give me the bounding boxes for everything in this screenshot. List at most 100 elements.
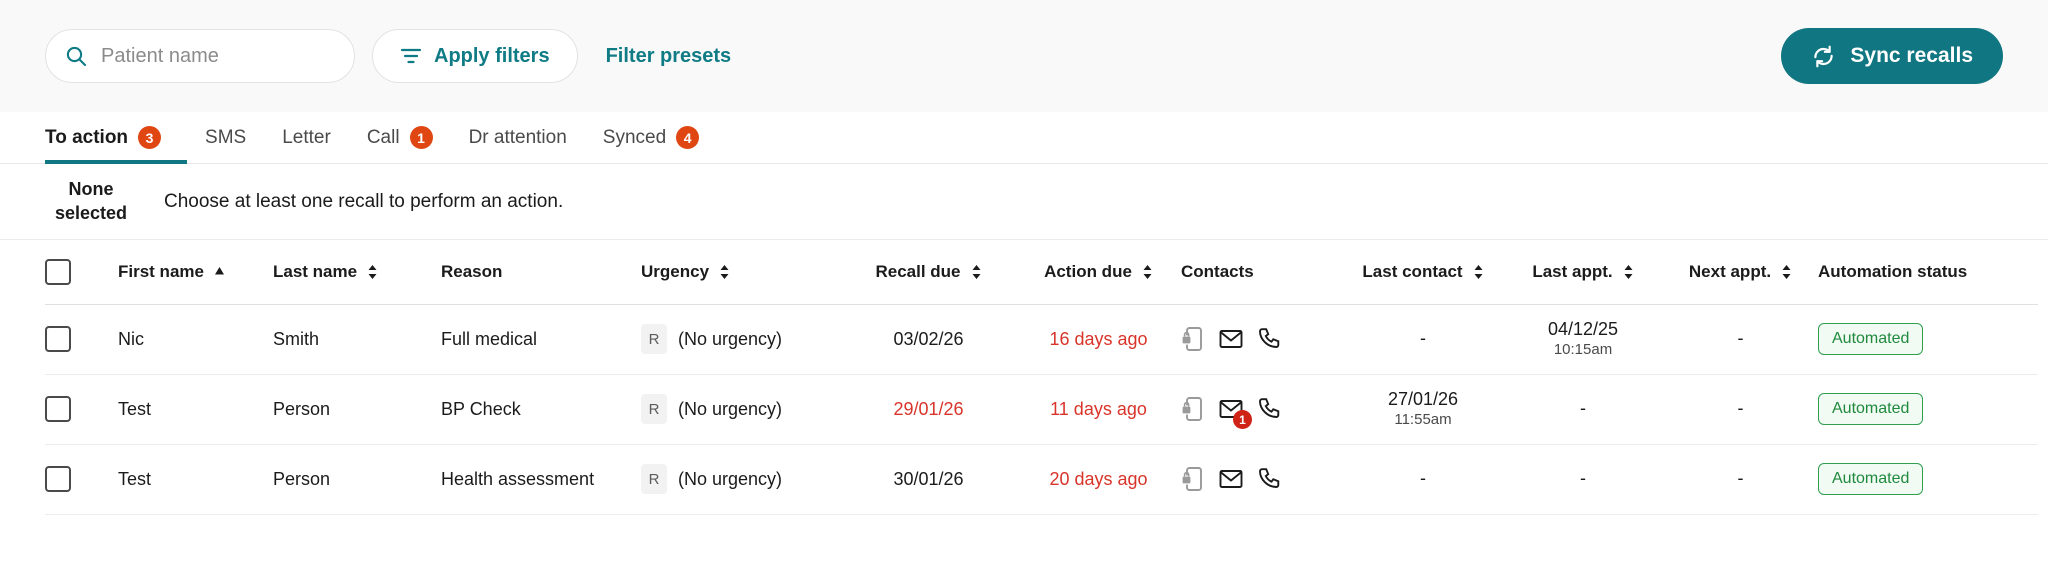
envelope-icon[interactable]: 1 <box>1219 396 1252 429</box>
column-header-action-due[interactable]: Action due <box>1016 240 1181 305</box>
last-contact-date: 27/01/26 <box>1387 388 1459 409</box>
row-checkbox[interactable] <box>45 466 71 492</box>
tab-letter[interactable]: Letter <box>264 112 349 163</box>
column-header-urgency[interactable]: Urgency <box>641 240 841 305</box>
tab-dr-attention[interactable]: Dr attention <box>451 112 585 163</box>
row-select-cell <box>45 374 118 445</box>
cell-automation-status: Automated <box>1818 304 2038 375</box>
cell-first-name: Test <box>118 444 273 515</box>
last-contact-date: - <box>1420 328 1426 349</box>
search-input[interactable] <box>101 44 336 68</box>
tab-synced[interactable]: Synced 4 <box>585 112 717 163</box>
row-checkbox[interactable] <box>45 396 71 422</box>
column-label: First name <box>118 261 204 281</box>
column-header-next-appt[interactable]: Next appt. <box>1663 240 1818 305</box>
tab-label: Dr attention <box>468 126 567 148</box>
cell-recall-due: 29/01/26 <box>841 374 1016 445</box>
table-row[interactable]: Nic Smith Full medical R (No urgency) 03… <box>45 304 2038 375</box>
cell-action-due: 11 days ago <box>1016 374 1181 445</box>
last-appt-date: - <box>1580 468 1586 489</box>
unread-count-badge: 1 <box>1233 410 1252 429</box>
select-all-checkbox[interactable] <box>45 258 71 285</box>
next-appt-date: - <box>1737 398 1744 419</box>
sync-recalls-label: Sync recalls <box>1850 44 1973 67</box>
column-label: Reason <box>441 261 503 281</box>
sync-recalls-button[interactable]: Sync recalls <box>1781 28 2003 84</box>
cell-contacts <box>1181 304 1343 375</box>
column-header-last-appt[interactable]: Last appt. <box>1503 240 1663 305</box>
tab-label: Call <box>366 126 400 148</box>
tab-sms[interactable]: SMS <box>187 112 264 163</box>
column-header-recall-due[interactable]: Recall due <box>841 240 1016 305</box>
row-select-cell <box>45 304 118 375</box>
sort-both-icon <box>1473 264 1484 280</box>
cell-last-contact: 27/01/26 11:55am <box>1343 374 1503 445</box>
tab-label: To action <box>45 126 129 148</box>
cell-last-appt: - <box>1503 374 1663 445</box>
table-row[interactable]: Test Person BP Check R (No urgency) 29/0… <box>45 374 2038 445</box>
column-header-last-contact[interactable]: Last contact <box>1343 240 1503 305</box>
phone-icon[interactable] <box>1257 396 1281 422</box>
phone-icon[interactable] <box>1257 326 1281 352</box>
cell-first-name: Nic <box>118 304 273 375</box>
tab-badge: 1 <box>409 126 433 149</box>
cell-next-appt: - <box>1663 444 1818 515</box>
sort-both-icon <box>1142 264 1153 280</box>
selection-count-line2: selected <box>54 202 128 223</box>
column-label: Urgency <box>641 261 710 281</box>
urgency-text: (No urgency) <box>678 398 783 419</box>
recalls-table: First name Last name <box>45 240 2038 515</box>
column-label: Automation status <box>1818 261 1968 281</box>
sort-both-icon <box>367 264 378 280</box>
cell-last-name: Person <box>273 444 441 515</box>
next-appt-date: - <box>1737 328 1744 349</box>
phone-icon[interactable] <box>1257 466 1281 492</box>
cell-action-due: 20 days ago <box>1016 444 1181 515</box>
table-body: Nic Smith Full medical R (No urgency) 03… <box>45 304 2038 515</box>
envelope-icon[interactable] <box>1219 466 1243 492</box>
last-appt-date: 04/12/25 <box>1547 318 1619 339</box>
mobile-locked-icon[interactable] <box>1181 396 1205 422</box>
mobile-locked-icon[interactable] <box>1181 326 1205 352</box>
select-all-header <box>45 240 118 305</box>
cell-next-appt: - <box>1663 374 1818 445</box>
table-row[interactable]: Test Person Health assessment R (No urge… <box>45 444 2038 515</box>
selection-count-line1: None <box>68 178 114 199</box>
column-label: Action due <box>1044 261 1132 281</box>
mobile-locked-icon[interactable] <box>1181 466 1205 492</box>
cell-recall-due: 30/01/26 <box>841 444 1016 515</box>
recalls-table-wrapper: First name Last name <box>0 240 2048 515</box>
tab-call[interactable]: Call 1 <box>349 112 451 163</box>
column-header-last-name[interactable]: Last name <box>273 240 441 305</box>
tab-badge: 3 <box>138 126 162 149</box>
column-label: Last contact <box>1362 261 1463 281</box>
column-label: Next appt. <box>1688 261 1772 281</box>
recall-type-chip: R <box>641 324 667 354</box>
toolbar: Apply filters Filter presets Sync recall… <box>0 0 2048 112</box>
status-badge: Automated <box>1818 463 1924 495</box>
filter-presets-link[interactable]: Filter presets <box>605 44 732 67</box>
column-label: Contacts <box>1181 261 1254 281</box>
search-box[interactable] <box>45 29 355 83</box>
tab-label: Synced <box>602 126 667 148</box>
cell-action-due: 16 days ago <box>1016 304 1181 375</box>
cell-automation-status: Automated <box>1818 374 2038 445</box>
column-label: Last name <box>273 261 358 281</box>
cell-last-contact: - <box>1343 304 1503 375</box>
column-header-first-name[interactable]: First name <box>118 240 273 305</box>
cell-reason: Health assessment <box>441 444 641 515</box>
tab-to-action[interactable]: To action 3 <box>45 112 188 164</box>
table-header-row: First name Last name <box>45 240 2038 305</box>
cell-reason: BP Check <box>441 374 641 445</box>
sort-both-icon <box>1623 264 1634 280</box>
apply-filters-button[interactable]: Apply filters <box>372 29 578 83</box>
cell-urgency: R (No urgency) <box>641 444 841 515</box>
recall-type-chip: R <box>641 464 667 494</box>
cell-contacts: 1 <box>1181 374 1343 445</box>
envelope-icon[interactable] <box>1219 326 1243 352</box>
last-appt-time: 10:15am <box>1553 340 1613 358</box>
sort-both-icon <box>971 264 982 280</box>
column-header-automation-status: Automation status <box>1818 240 2038 305</box>
row-checkbox[interactable] <box>45 326 71 352</box>
